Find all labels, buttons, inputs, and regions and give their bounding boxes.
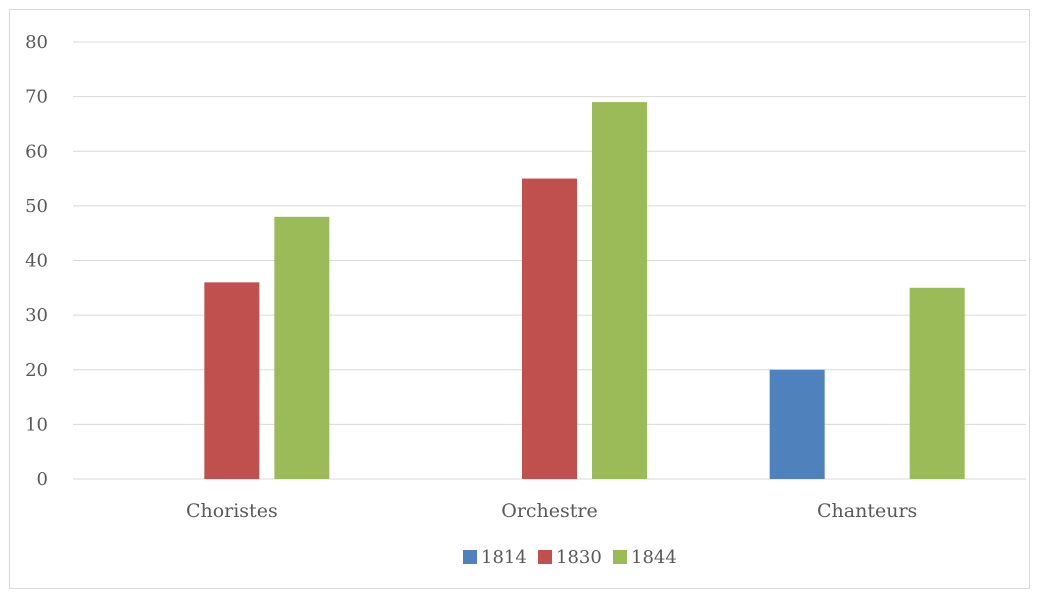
legend-label: 1844 xyxy=(631,547,677,568)
y-tick-label: 10 xyxy=(25,414,48,435)
bar-1830-choristes xyxy=(204,282,260,479)
bar-1830-orchestre xyxy=(522,178,577,479)
legend-label: 1814 xyxy=(481,547,527,568)
y-tick-label: 50 xyxy=(25,196,48,217)
legend-item: 1830 xyxy=(538,547,602,568)
legend-item: 1814 xyxy=(463,547,527,568)
y-tick-label: 20 xyxy=(25,360,48,381)
bar-1844-orchestre xyxy=(592,102,647,480)
y-axis-tick-labels: 0 10 20 30 40 50 60 70 80 xyxy=(25,32,48,490)
bar-1814-chanteurs xyxy=(769,369,825,479)
legend-swatch xyxy=(538,550,552,564)
bar-1844-chanteurs xyxy=(909,287,965,479)
y-tick-label: 70 xyxy=(25,87,48,108)
legend-swatch xyxy=(613,550,627,564)
chart-frame xyxy=(9,9,1030,589)
bars xyxy=(204,102,965,480)
x-category-label: Orchestre xyxy=(501,500,598,522)
x-category-label: Choristes xyxy=(186,500,278,522)
legend-label: 1830 xyxy=(556,547,602,568)
legend-item: 1844 xyxy=(613,547,677,568)
legend-swatch xyxy=(463,550,477,564)
x-category-label: Chanteurs xyxy=(817,500,917,522)
y-tick-label: 0 xyxy=(37,469,48,490)
x-axis-category-labels: Choristes Orchestre Chanteurs xyxy=(186,500,917,522)
y-tick-label: 80 xyxy=(25,32,48,53)
legend: 1814 1830 1844 xyxy=(463,547,677,568)
y-tick-label: 30 xyxy=(25,305,48,326)
y-tick-label: 40 xyxy=(25,251,48,272)
y-tick-label: 60 xyxy=(25,141,48,162)
bar-1844-choristes xyxy=(274,216,330,480)
